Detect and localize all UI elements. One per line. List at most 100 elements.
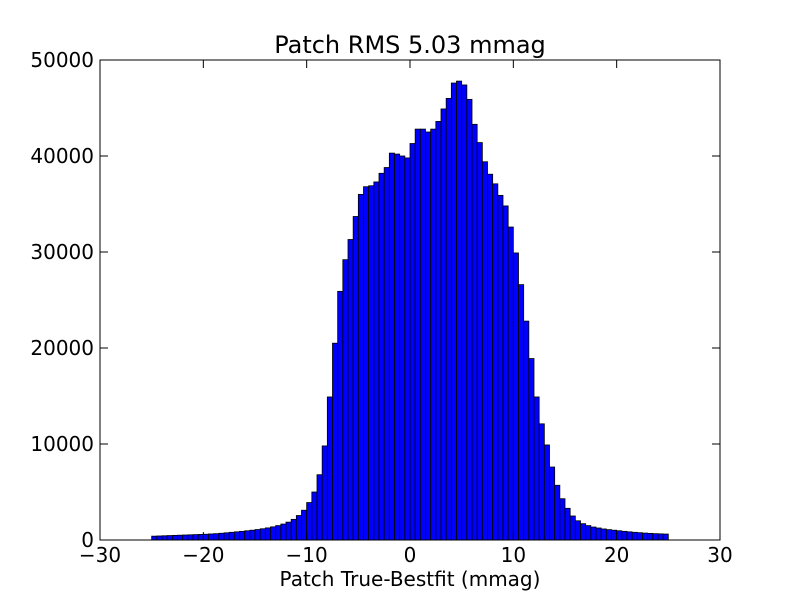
histogram-bar — [559, 498, 566, 541]
histogram-bar — [626, 531, 633, 541]
histogram-bar — [466, 98, 473, 541]
histogram-bar — [533, 396, 540, 541]
histogram-bar — [445, 98, 452, 541]
histogram-bar — [507, 226, 514, 541]
histogram-bar — [239, 530, 246, 541]
histogram-bar — [187, 534, 194, 541]
histogram-bar — [326, 396, 333, 541]
histogram-bar — [166, 535, 173, 541]
x-tick-label: 30 — [707, 543, 732, 567]
histogram-bar — [259, 528, 266, 541]
histogram-bar — [394, 153, 401, 541]
histogram-bar — [270, 526, 277, 541]
histogram-bar — [285, 521, 292, 541]
histogram-bar — [461, 84, 468, 541]
histogram-bar — [569, 515, 576, 541]
histogram-bar — [388, 152, 395, 541]
histogram-bar — [564, 507, 571, 541]
x-tick-label: −30 — [79, 543, 121, 567]
histogram-bar — [233, 531, 240, 541]
histogram-bar — [290, 518, 297, 541]
histogram-bar — [218, 532, 225, 541]
histogram-bar — [616, 530, 623, 541]
histogram-bar — [574, 520, 581, 541]
histogram-bar — [497, 194, 504, 541]
histogram-bar — [357, 193, 364, 541]
x-tick-label: −10 — [286, 543, 328, 567]
histogram-bar — [492, 183, 499, 541]
histogram-bar — [642, 532, 649, 541]
histogram-bar — [502, 205, 509, 541]
histogram-bar — [621, 530, 628, 541]
histogram-bar — [636, 532, 643, 541]
histogram-bar — [652, 533, 659, 541]
histogram-bar — [202, 533, 209, 541]
histogram-bar — [383, 167, 390, 541]
x-tick-labels: −30 −20 −10 0 10 20 30 — [79, 543, 733, 567]
histogram-bar — [554, 484, 561, 541]
histogram-bar — [481, 161, 488, 541]
y-tick-labels: 0 10000 20000 30000 40000 50000 — [30, 48, 94, 552]
y-tick-label: 20000 — [30, 336, 94, 360]
histogram-bar — [425, 131, 432, 541]
histogram-bar — [409, 143, 416, 541]
histogram-bar — [549, 466, 556, 541]
histogram-bar — [657, 533, 664, 541]
histogram-bar — [471, 123, 478, 541]
histogram-bar — [208, 533, 215, 541]
histogram-bar — [182, 534, 189, 541]
histogram-bar — [605, 529, 612, 541]
histogram-bar — [399, 155, 406, 541]
y-tick-label: 10000 — [30, 432, 94, 456]
histogram-bar — [223, 532, 230, 541]
y-tick-label: 40000 — [30, 144, 94, 168]
histogram-bar — [347, 239, 354, 541]
chart-title: Patch RMS 5.03 mmag — [274, 31, 546, 59]
histogram-bar — [419, 128, 426, 541]
x-tick-label: 20 — [604, 543, 629, 567]
x-tick-label: 10 — [501, 543, 526, 567]
y-tick-label: 30000 — [30, 240, 94, 264]
histogram-bar — [538, 423, 545, 541]
histogram-bar — [631, 531, 638, 541]
histogram-bar — [156, 535, 163, 541]
histogram-bar — [177, 534, 184, 541]
axis-ticks — [99, 59, 721, 541]
histogram-bar — [523, 320, 530, 541]
y-tick-label: 50000 — [30, 48, 94, 72]
histogram-bar — [590, 526, 597, 541]
histogram-bar — [528, 358, 535, 541]
histogram-bar — [456, 80, 463, 541]
histogram-bar — [311, 491, 318, 541]
histogram-bar — [585, 525, 592, 541]
histogram-bar — [213, 533, 220, 541]
histogram-bar — [316, 474, 323, 541]
histogram-bar — [512, 252, 519, 541]
histogram-bar — [321, 445, 328, 541]
histogram-bar — [337, 290, 344, 541]
x-tick-label: −20 — [182, 543, 224, 567]
histogram-bar — [580, 523, 587, 541]
histogram-bar — [342, 259, 349, 541]
histogram-bar — [647, 532, 654, 541]
histogram-bar — [440, 108, 447, 541]
histogram-bar — [363, 186, 370, 541]
histogram-bar — [151, 535, 158, 541]
histogram-bar — [275, 525, 282, 541]
histogram-bar — [249, 529, 256, 541]
histogram-bar — [228, 531, 235, 541]
histogram-bar — [244, 530, 251, 541]
y-tick-label: 0 — [81, 528, 94, 552]
histogram-bar — [476, 142, 483, 541]
histogram-bar — [161, 535, 168, 541]
histogram-bar — [487, 173, 494, 541]
x-axis-label: Patch True-Bestfit (mmag) — [280, 567, 541, 591]
histogram-bar — [611, 529, 618, 541]
histogram-bar — [192, 534, 199, 541]
histogram-bar — [404, 157, 411, 541]
histogram-bar — [171, 534, 178, 541]
histogram-bar — [435, 121, 442, 541]
histogram-bar — [264, 527, 271, 541]
histogram-bar — [373, 181, 380, 541]
